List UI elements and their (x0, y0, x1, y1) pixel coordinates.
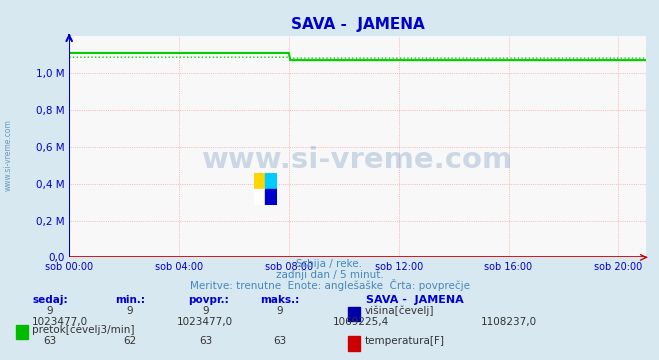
Text: www.si-vreme.com: www.si-vreme.com (202, 146, 513, 174)
Text: 63: 63 (273, 336, 287, 346)
Text: Srbija / reke.: Srbija / reke. (297, 259, 362, 269)
Text: SAVA -  JAMENA: SAVA - JAMENA (366, 295, 463, 305)
Bar (265, 189, 277, 205)
Text: Meritve: trenutne  Enote: anglešaške  Črta: povprečje: Meritve: trenutne Enote: anglešaške Črta… (190, 279, 469, 291)
Text: 9: 9 (202, 306, 209, 316)
Text: 63: 63 (43, 336, 56, 346)
Bar (16, 325, 28, 339)
Text: www.si-vreme.com: www.si-vreme.com (3, 119, 13, 191)
Bar (254, 189, 265, 205)
Bar (348, 307, 360, 321)
Bar (348, 336, 360, 351)
Text: 1108237,0: 1108237,0 (481, 318, 537, 328)
Text: 1023477,0: 1023477,0 (177, 318, 233, 328)
Text: 62: 62 (123, 336, 136, 346)
Text: sedaj:: sedaj: (33, 295, 69, 305)
Text: 1023477,0: 1023477,0 (32, 318, 88, 328)
Text: 1069225,4: 1069225,4 (333, 318, 389, 328)
Bar (265, 173, 277, 189)
Text: 9: 9 (46, 306, 53, 316)
Bar (254, 173, 265, 189)
Text: višina[čevelj]: višina[čevelj] (364, 306, 434, 316)
Text: povpr.:: povpr.: (188, 295, 229, 305)
Title: SAVA -  JAMENA: SAVA - JAMENA (291, 17, 424, 32)
Text: zadnji dan / 5 minut.: zadnji dan / 5 minut. (275, 270, 384, 280)
Text: 63: 63 (199, 336, 212, 346)
Text: temperatura[F]: temperatura[F] (364, 336, 444, 346)
Text: min.:: min.: (115, 295, 146, 305)
Text: 9: 9 (127, 306, 133, 316)
Text: pretok[čevelj3/min]: pretok[čevelj3/min] (32, 324, 134, 335)
Text: maks.:: maks.: (260, 295, 300, 305)
Text: 9: 9 (277, 306, 283, 316)
